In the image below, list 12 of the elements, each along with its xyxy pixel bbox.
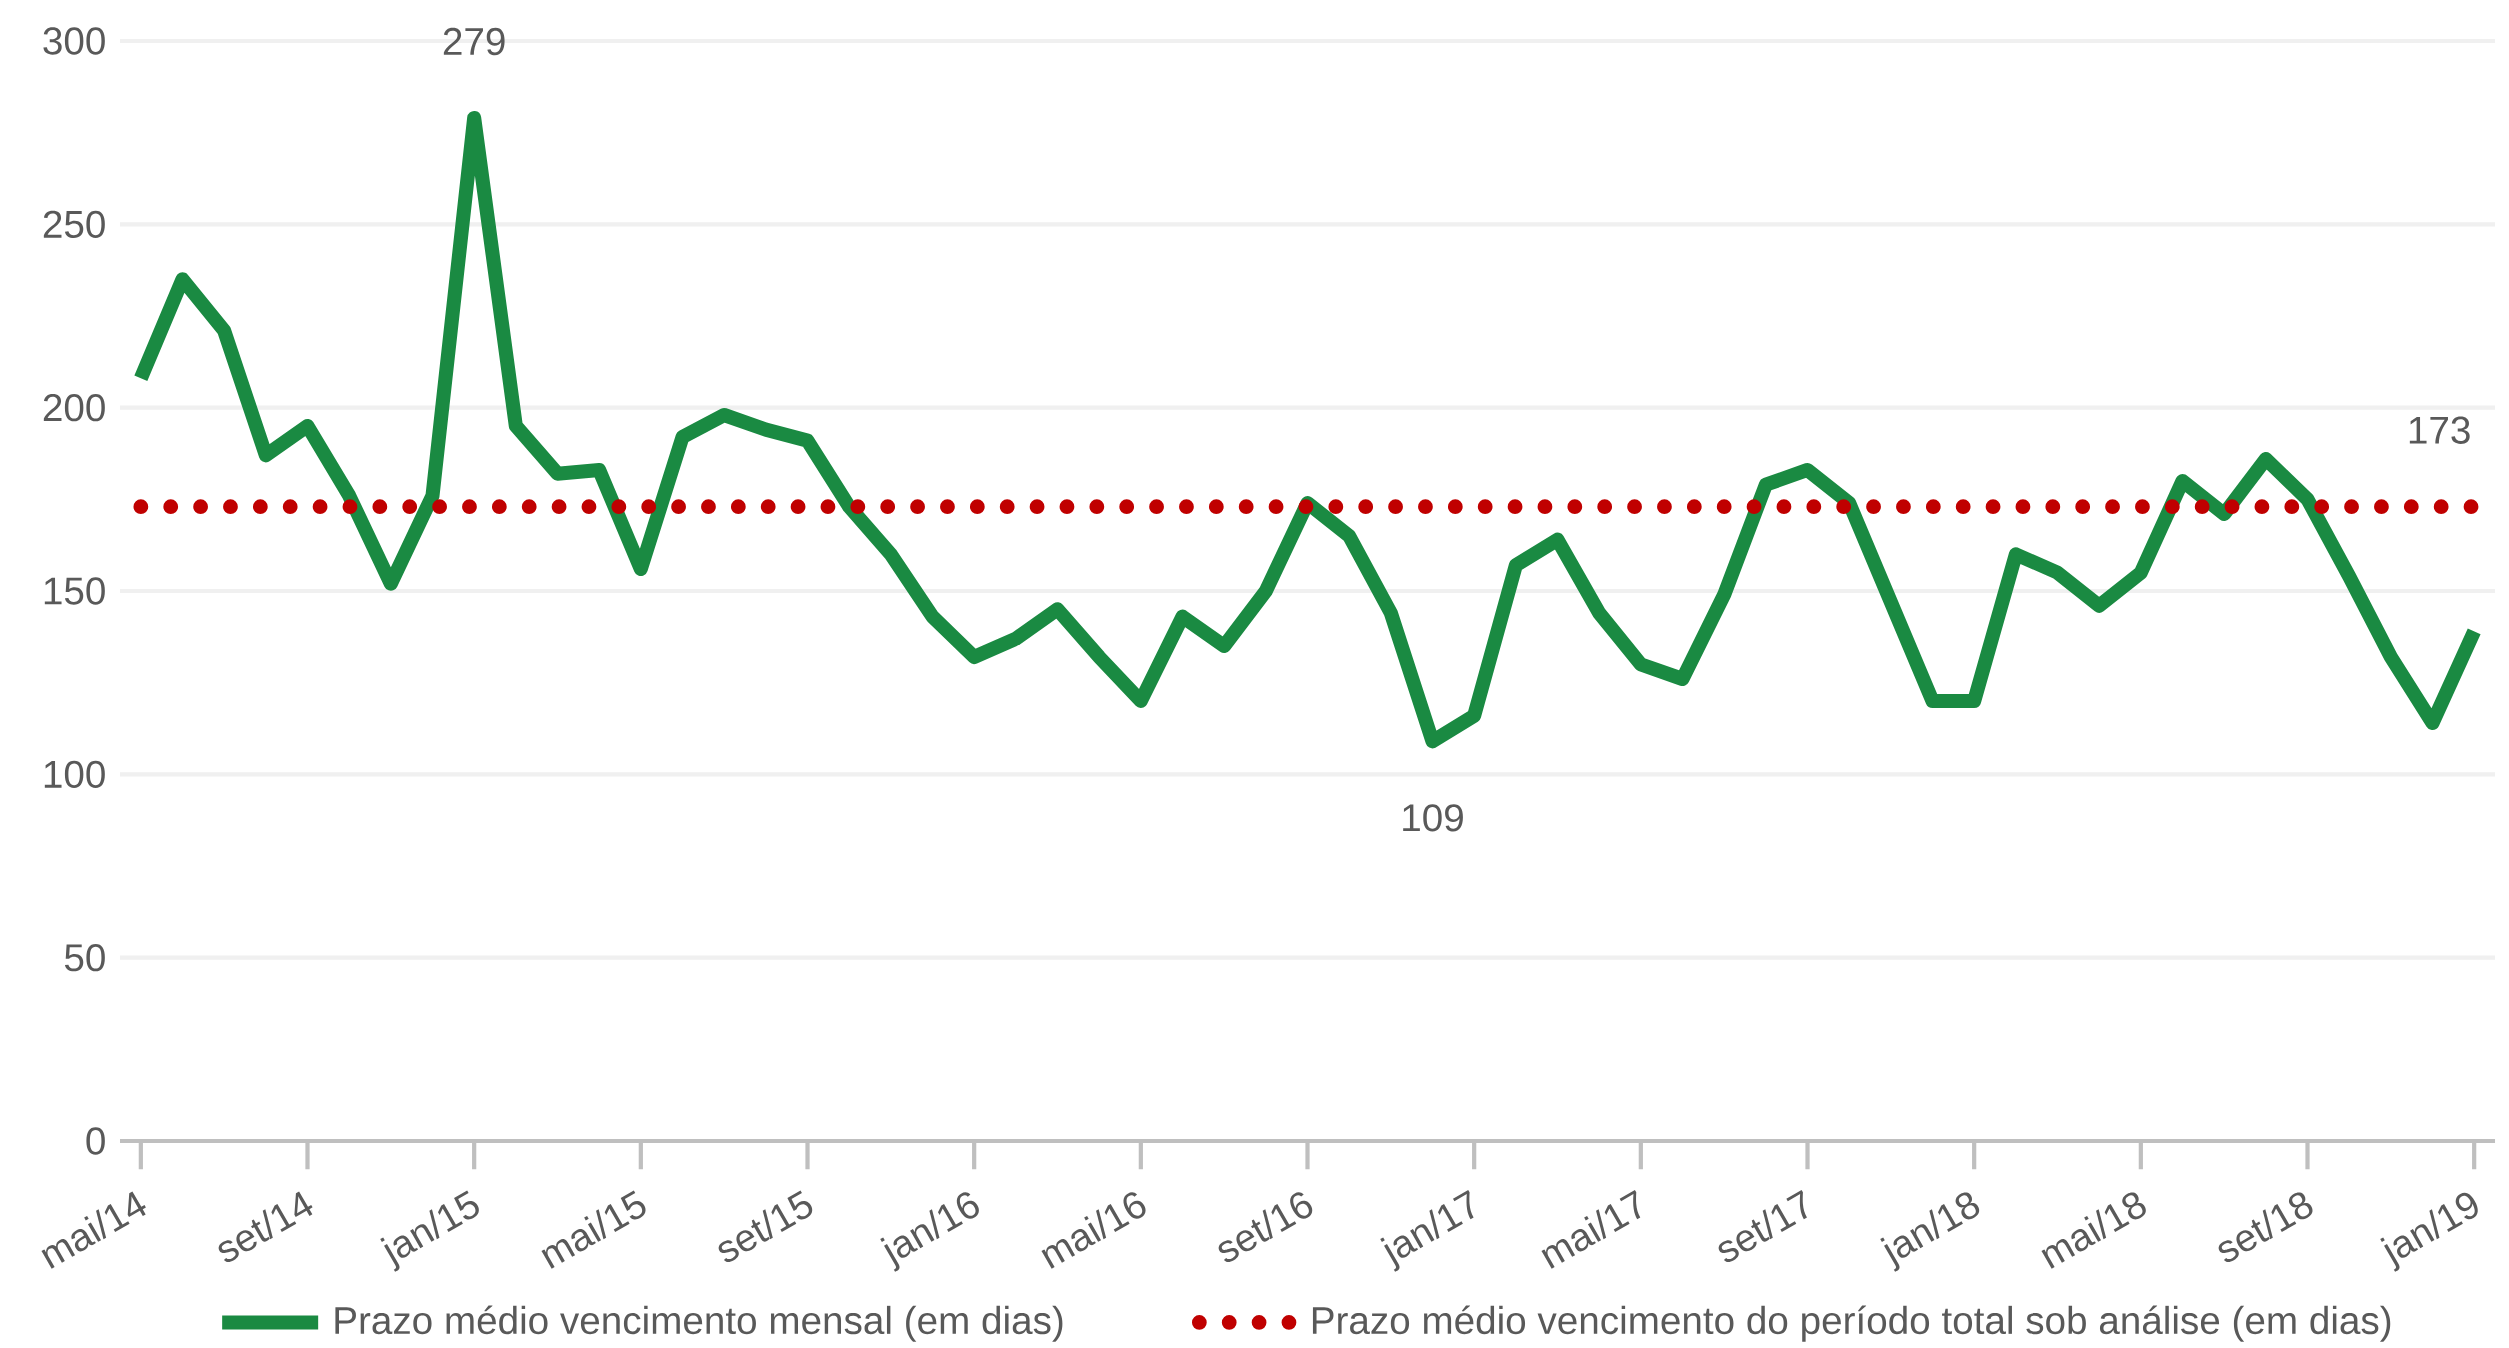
- legend-label: Prazo médio vencimento do período total sob análise (em dias): [1312, 1305, 2391, 1342]
- y-tick-label: 0: [86, 1127, 105, 1155]
- y-tick-label: 300: [43, 27, 105, 55]
- data-label: 279: [443, 27, 505, 56]
- y-tick-label: 50: [64, 944, 105, 972]
- y-tick-label: 200: [43, 394, 105, 422]
- legend-label: Prazo médio vencimento mensal (em dias): [335, 1305, 1063, 1342]
- data-label: 173: [2409, 416, 2470, 444]
- y-tick-label: 250: [43, 210, 105, 239]
- data-label: 109: [1403, 804, 1463, 832]
- y-tick-label: 100: [44, 760, 105, 789]
- y-tick-label: 150: [44, 577, 105, 605]
